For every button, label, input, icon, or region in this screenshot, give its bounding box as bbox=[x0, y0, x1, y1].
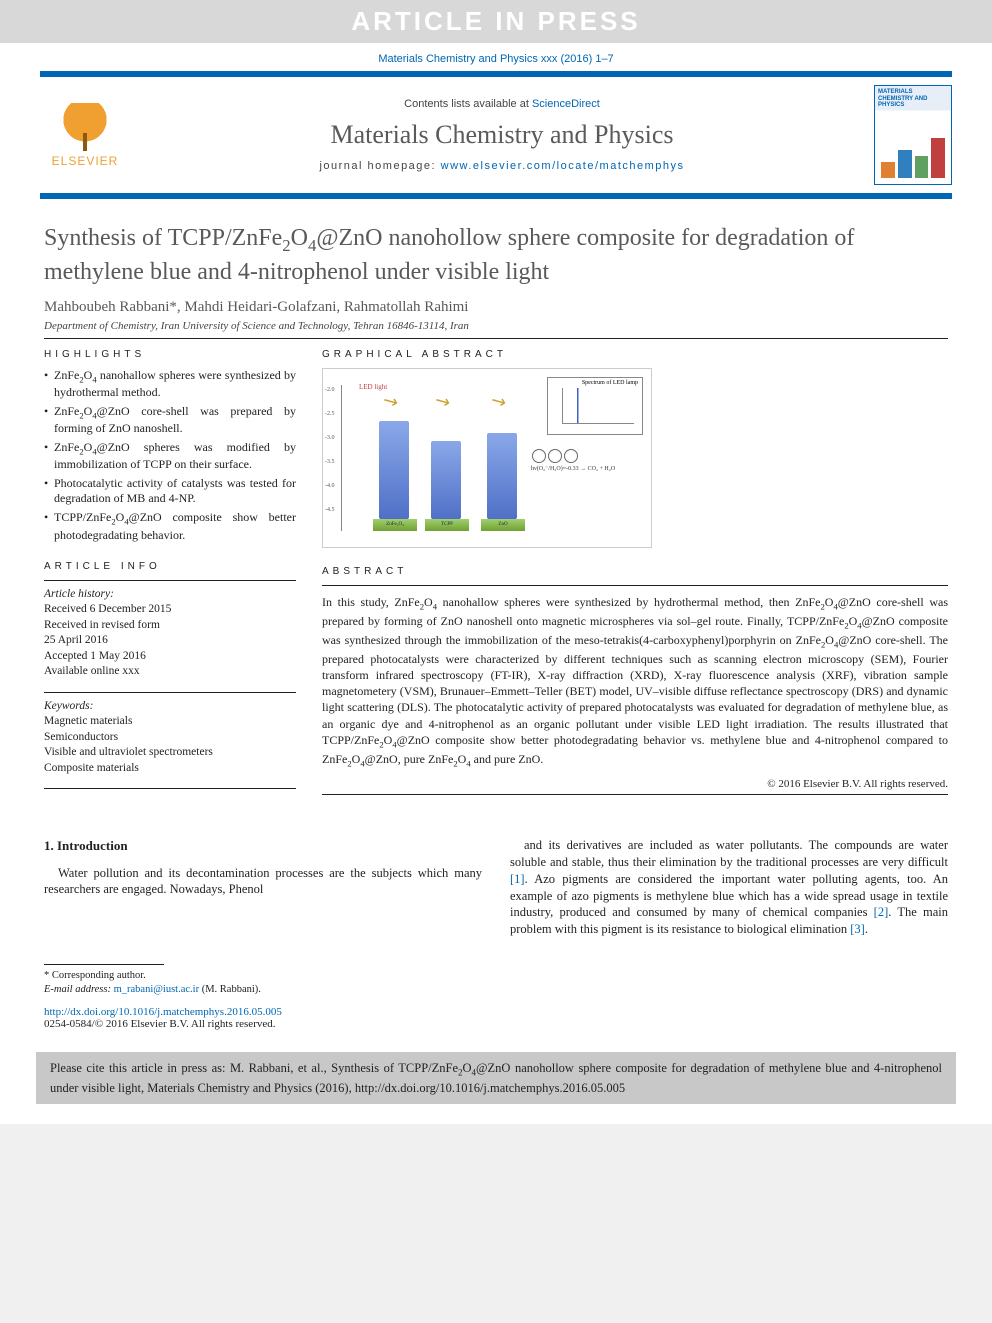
ground-label: ZnFe₂O₄ bbox=[373, 519, 417, 531]
sciencedirect-link[interactable]: ScienceDirect bbox=[532, 98, 600, 110]
divider bbox=[44, 692, 296, 693]
article-info-heading: ARTICLE INFO bbox=[44, 561, 296, 572]
doi-link[interactable]: http://dx.doi.org/10.1016/j.matchemphys.… bbox=[44, 1006, 282, 1018]
led-label: LED light bbox=[359, 383, 387, 391]
email-name: (M. Rabbani). bbox=[199, 984, 261, 995]
energy-bar bbox=[379, 421, 409, 519]
homepage-link[interactable]: www.elsevier.com/locate/matchemphys bbox=[441, 160, 685, 172]
highlights-list: ZnFe2O4 nanohallow spheres were synthesi… bbox=[44, 368, 296, 543]
divider bbox=[44, 338, 948, 339]
watermark-banner: ARTICLE IN PRESS bbox=[0, 0, 992, 43]
history-line: Received 6 December 2015 bbox=[44, 603, 171, 615]
molecule-sketch: hν(O₂⁻/H₂O)=-0.33 → CO₂ + H₂O bbox=[531, 449, 641, 493]
highlight-item: ZnFe2O4@ZnO core-shell was prepared by f… bbox=[44, 404, 296, 436]
corresponding-author-note: * Corresponding author. E-mail address: … bbox=[44, 969, 948, 996]
email-label: E-mail address: bbox=[44, 984, 114, 995]
abstract-text: In this study, ZnFe2O4 nanohallow sphere… bbox=[322, 594, 948, 770]
graphical-abstract-heading: GRAPHICAL ABSTRACT bbox=[322, 349, 948, 360]
light-arrow-icon: ↘ bbox=[431, 388, 455, 414]
light-arrow-icon: ↘ bbox=[487, 388, 511, 414]
y-tick: -4.0 bbox=[325, 483, 335, 489]
highlights-heading: HIGHLIGHTS bbox=[44, 349, 296, 360]
footnote-rule bbox=[44, 964, 164, 965]
keyword: Visible and ultraviolet spectrometers bbox=[44, 745, 296, 761]
corr-label: * Corresponding author. bbox=[44, 969, 948, 983]
highlight-item: TCPP/ZnFe2O4@ZnO composite show better p… bbox=[44, 510, 296, 542]
highlight-item: ZnFe2O4@ZnO spheres was modified by immo… bbox=[44, 440, 296, 472]
history-line: Received in revised form bbox=[44, 619, 160, 631]
body-paragraph: and its derivatives are included as wate… bbox=[510, 837, 948, 938]
citation-top: Materials Chemistry and Physics xxx (201… bbox=[0, 43, 992, 71]
header-center: Contents lists available at ScienceDirec… bbox=[144, 98, 860, 172]
keyword: Composite materials bbox=[44, 761, 296, 777]
divider bbox=[322, 585, 948, 586]
article-history: Article history: Received 6 December 201… bbox=[44, 587, 296, 680]
light-arrow-icon: ↘ bbox=[379, 388, 403, 414]
energy-bar bbox=[487, 433, 517, 519]
body-paragraph: Water pollution and its decontamination … bbox=[44, 865, 482, 899]
y-tick: -2.5 bbox=[325, 411, 335, 417]
homepage-line: journal homepage: www.elsevier.com/locat… bbox=[144, 160, 860, 172]
divider bbox=[44, 580, 296, 581]
energy-bar bbox=[431, 441, 461, 519]
ground-label: TCPP bbox=[425, 519, 469, 531]
abstract-heading: ABSTRACT bbox=[322, 566, 948, 577]
email-link[interactable]: m_rabani@iust.ac.ir bbox=[114, 984, 199, 995]
spectrum-inset: Spectrum of LED lamp bbox=[547, 377, 643, 435]
section-heading: 1. Introduction bbox=[44, 837, 482, 855]
highlight-item: Photocatalytic activity of catalysts was… bbox=[44, 476, 296, 506]
copyright: © 2016 Elsevier B.V. All rights reserved… bbox=[322, 778, 948, 790]
y-tick: -3.5 bbox=[325, 459, 335, 465]
issn-line: 0254-0584/© 2016 Elsevier B.V. All right… bbox=[44, 1018, 276, 1030]
y-tick: -4.5 bbox=[325, 507, 335, 513]
history-line: 25 April 2016 bbox=[44, 634, 108, 646]
keywords-label: Keywords: bbox=[44, 700, 93, 712]
elsevier-logo: ELSEVIER bbox=[40, 90, 130, 180]
cover-title: MATERIALS CHEMISTRY AND PHYSICS bbox=[878, 89, 948, 109]
spectrum-label: Spectrum of LED lamp bbox=[582, 380, 638, 386]
history-line: Accepted 1 May 2016 bbox=[44, 650, 146, 662]
homepage-prefix: journal homepage: bbox=[319, 160, 440, 172]
history-line: Available online xxx bbox=[44, 665, 140, 677]
history-label: Article history: bbox=[44, 588, 114, 600]
journal-cover-thumb: MATERIALS CHEMISTRY AND PHYSICS bbox=[874, 85, 952, 185]
graphical-abstract-figure: -2.0 -2.5 -3.0 -3.5 -4.0 -4.5 LED light … bbox=[322, 368, 652, 548]
keywords-block: Keywords: Magnetic materialsSemiconducto… bbox=[44, 699, 296, 777]
highlight-item: ZnFe2O4 nanohallow spheres were synthesi… bbox=[44, 368, 296, 400]
keyword: Semiconductors bbox=[44, 730, 296, 746]
affiliation: Department of Chemistry, Iran University… bbox=[44, 320, 948, 332]
keyword: Magnetic materials bbox=[44, 714, 296, 730]
article-title: Synthesis of TCPP/ZnFe2O4@ZnO nanohollow… bbox=[44, 223, 948, 287]
mol-caption: hν(O₂⁻/H₂O)=-0.33 → CO₂ + H₂O bbox=[531, 465, 641, 472]
journal-name: Materials Chemistry and Physics bbox=[144, 120, 860, 150]
y-tick: -3.0 bbox=[325, 435, 335, 441]
elsevier-tree-icon bbox=[61, 103, 109, 151]
elsevier-text: ELSEVIER bbox=[52, 154, 119, 168]
divider bbox=[44, 788, 296, 789]
ground-label: ZnO bbox=[481, 519, 525, 531]
cite-this-article-box: Please cite this article in press as: M.… bbox=[36, 1052, 956, 1103]
divider bbox=[322, 794, 948, 795]
authors: Mahboubeh Rabbani*, Mahdi Heidari-Golafz… bbox=[44, 299, 948, 316]
contents-line: Contents lists available at ScienceDirec… bbox=[144, 98, 860, 110]
y-tick: -2.0 bbox=[325, 387, 335, 393]
body-text: 1. Introduction Water pollution and its … bbox=[44, 837, 948, 938]
cover-bars-icon bbox=[881, 138, 945, 178]
journal-header: ELSEVIER Contents lists available at Sci… bbox=[40, 71, 952, 199]
doi-block: http://dx.doi.org/10.1016/j.matchemphys.… bbox=[44, 1006, 948, 1030]
contents-prefix: Contents lists available at bbox=[404, 98, 532, 110]
